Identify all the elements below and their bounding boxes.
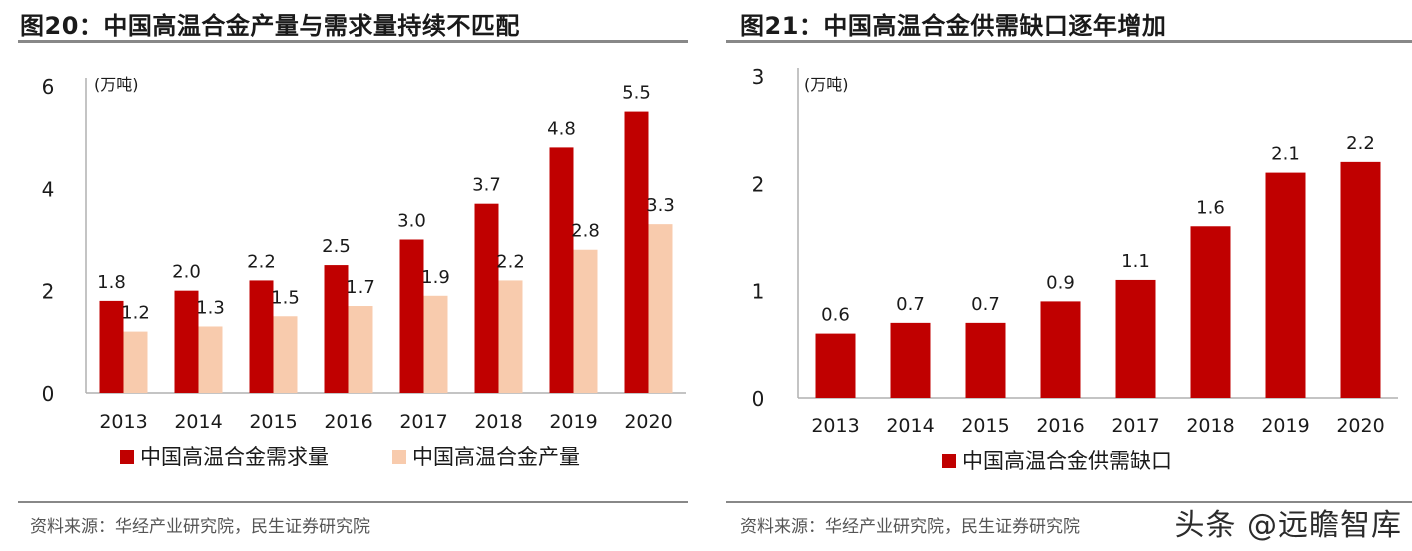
data-label: 2.2 bbox=[496, 251, 525, 272]
title-divider bbox=[726, 40, 1412, 43]
x-tick-label: 2016 bbox=[324, 411, 372, 433]
data-label: 2.0 bbox=[172, 262, 201, 283]
bar-production bbox=[423, 295, 448, 393]
x-tick-label: 2016 bbox=[1036, 415, 1084, 437]
title-divider bbox=[18, 40, 688, 43]
figure-title: 图21：中国高温合金供需缺口逐年增加 bbox=[740, 12, 1167, 40]
y-tick-label: 3 bbox=[752, 65, 765, 89]
legend-label: 中国高温合金产量 bbox=[412, 445, 580, 469]
data-label: 0.9 bbox=[1046, 272, 1075, 293]
bar-gap bbox=[1190, 226, 1231, 398]
bar-demand bbox=[99, 300, 124, 393]
legend-label: 中国高温合金供需缺口 bbox=[962, 449, 1172, 473]
data-label: 1.1 bbox=[1121, 251, 1150, 272]
data-label: 0.7 bbox=[896, 294, 925, 315]
data-label: 1.7 bbox=[346, 277, 375, 298]
source-divider bbox=[18, 501, 688, 503]
source-note: 资料来源：华经产业研究院，民生证券研究院 bbox=[30, 517, 370, 537]
y-tick-label: 0 bbox=[42, 382, 55, 406]
data-label: 0.6 bbox=[821, 305, 850, 326]
bar-production bbox=[273, 316, 298, 393]
y-unit-label: (万吨) bbox=[94, 75, 139, 94]
bar-demand bbox=[474, 203, 499, 393]
x-tick-label: 2014 bbox=[174, 411, 222, 433]
figure-21-panel: 图21：中国高温合金供需缺口逐年增加 0 1 2 3 (万吨) 2013 0.6 2014 0.… bbox=[712, 0, 1412, 551]
y-tick-label: 0 bbox=[752, 387, 765, 411]
legend-swatch bbox=[120, 450, 134, 464]
data-label: 2.8 bbox=[571, 221, 600, 242]
y-tick-label: 1 bbox=[752, 280, 765, 304]
bar-demand bbox=[549, 147, 574, 393]
chart-figure-21: 0 1 2 3 (万吨) 2013 0.6 2014 0.7 2015 0.7 2016 0.9 2017… bbox=[752, 65, 1398, 473]
x-tick-label: 2015 bbox=[249, 411, 297, 433]
x-tick-label: 2015 bbox=[961, 415, 1009, 437]
x-tick-label: 2020 bbox=[624, 411, 672, 433]
x-tick-label: 2017 bbox=[399, 411, 447, 433]
y-tick-label: 4 bbox=[42, 177, 55, 201]
bar-gap bbox=[1040, 301, 1081, 398]
data-label: 3.0 bbox=[397, 211, 426, 232]
bar-gap bbox=[815, 333, 856, 398]
data-label: 1.2 bbox=[121, 303, 150, 324]
x-tick-label: 2020 bbox=[1336, 415, 1384, 437]
data-label: 4.8 bbox=[547, 118, 576, 139]
y-tick-label: 2 bbox=[752, 172, 765, 196]
bar-demand bbox=[249, 280, 274, 393]
data-label: 2.5 bbox=[322, 236, 351, 257]
x-tick-label: 2019 bbox=[549, 411, 597, 433]
chart-figure-20: 0 2 4 6 (万吨) 2013 1.8 1.2 2014 2.0 1.3 2015 2.2 1.5 20… bbox=[42, 75, 686, 469]
bar-production bbox=[573, 249, 598, 393]
data-label: 3.3 bbox=[646, 195, 675, 216]
bar-gap bbox=[1340, 161, 1381, 398]
x-tick-label: 2017 bbox=[1111, 415, 1159, 437]
bar-demand bbox=[324, 265, 349, 393]
data-label: 2.2 bbox=[247, 251, 276, 272]
y-tick-label: 6 bbox=[42, 75, 55, 99]
x-tick-label: 2018 bbox=[474, 411, 522, 433]
bar-gap bbox=[965, 322, 1006, 398]
bar-production bbox=[498, 280, 523, 393]
x-tick-label: 2013 bbox=[99, 411, 147, 433]
source-note: 资料来源：华经产业研究院，民生证券研究院 bbox=[740, 517, 1080, 537]
figure-title: 图20：中国高温合金产量与需求量持续不匹配 bbox=[20, 12, 520, 40]
x-tick-label: 2019 bbox=[1261, 415, 1309, 437]
legend-label: 中国高温合金需求量 bbox=[140, 445, 329, 469]
source-divider bbox=[726, 501, 1412, 503]
bar-production bbox=[123, 331, 148, 393]
bar-gap bbox=[1265, 172, 1306, 398]
figure-20-panel: 图20：中国高温合金产量与需求量持续不匹配 0 2 4 6 (万吨) 2013 1.8 1.2… bbox=[0, 0, 700, 551]
x-tick-label: 2013 bbox=[811, 415, 859, 437]
data-label: 1.8 bbox=[97, 272, 126, 293]
data-label: 2.1 bbox=[1271, 144, 1300, 165]
legend-swatch bbox=[392, 450, 406, 464]
bar-demand bbox=[624, 111, 649, 393]
data-label: 1.5 bbox=[271, 287, 300, 308]
x-tick-label: 2018 bbox=[1186, 415, 1234, 437]
bar-demand bbox=[399, 239, 424, 393]
data-label: 3.7 bbox=[472, 175, 501, 196]
y-unit-label: (万吨) bbox=[804, 75, 849, 94]
bar-production bbox=[348, 306, 373, 393]
bar-production bbox=[648, 224, 673, 393]
data-label: 1.9 bbox=[421, 267, 450, 288]
x-tick-label: 2014 bbox=[886, 415, 934, 437]
y-tick-label: 2 bbox=[42, 280, 55, 304]
bar-production bbox=[198, 326, 223, 393]
bar-gap bbox=[1115, 279, 1156, 398]
watermark: 头条 @远瞻智库 bbox=[1174, 508, 1402, 543]
data-label: 2.2 bbox=[1346, 133, 1375, 154]
data-label: 1.3 bbox=[196, 297, 225, 318]
data-label: 5.5 bbox=[622, 83, 651, 104]
legend-swatch bbox=[942, 454, 956, 468]
bar-gap bbox=[890, 322, 931, 398]
data-label: 0.7 bbox=[971, 294, 1000, 315]
data-label: 1.6 bbox=[1196, 197, 1225, 218]
bar-demand bbox=[174, 290, 199, 393]
